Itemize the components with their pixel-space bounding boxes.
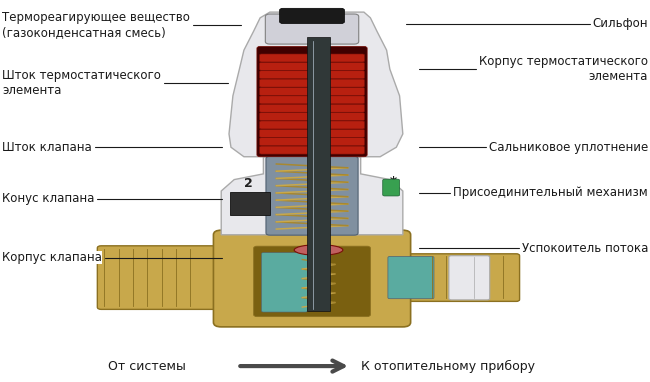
Bar — [307, 37, 330, 311]
FancyBboxPatch shape — [266, 156, 358, 235]
FancyBboxPatch shape — [259, 146, 365, 154]
Text: Сальниковое уплотнение: Сальниковое уплотнение — [419, 141, 648, 154]
FancyBboxPatch shape — [259, 71, 365, 79]
Polygon shape — [229, 12, 403, 157]
FancyBboxPatch shape — [280, 8, 344, 24]
Text: Успокоитель потока: Успокоитель потока — [419, 241, 648, 254]
FancyBboxPatch shape — [259, 54, 365, 62]
FancyBboxPatch shape — [259, 129, 365, 138]
Text: *: * — [390, 175, 397, 189]
FancyBboxPatch shape — [387, 254, 519, 301]
Text: К отопительному прибору: К отопительному прибору — [361, 359, 535, 372]
FancyBboxPatch shape — [259, 96, 365, 104]
FancyBboxPatch shape — [259, 79, 365, 87]
FancyBboxPatch shape — [449, 256, 489, 300]
FancyBboxPatch shape — [259, 87, 365, 96]
Text: Конус клапана: Конус клапана — [2, 192, 222, 205]
Text: Корпус термостатического
элемента: Корпус термостатического элемента — [419, 55, 648, 83]
Text: 2: 2 — [244, 177, 253, 190]
Text: Присоединительный механизм: Присоединительный механизм — [419, 186, 648, 199]
Text: Корпус клапана: Корпус клапана — [2, 251, 222, 264]
FancyBboxPatch shape — [383, 179, 400, 196]
Text: Термореагирующее вещество
(газоконденсатная смесь): Термореагирующее вещество (газоконденсат… — [2, 11, 241, 39]
FancyBboxPatch shape — [261, 253, 307, 312]
Text: Сильфон: Сильфон — [406, 17, 648, 30]
FancyBboxPatch shape — [229, 192, 270, 215]
Ellipse shape — [294, 244, 343, 255]
FancyBboxPatch shape — [265, 14, 359, 44]
Text: Шток термостатического
элемента: Шток термостатического элемента — [2, 68, 228, 97]
FancyBboxPatch shape — [259, 62, 365, 70]
FancyBboxPatch shape — [98, 246, 218, 309]
Text: Шток клапана: Шток клапана — [2, 141, 222, 154]
FancyBboxPatch shape — [257, 46, 367, 157]
Polygon shape — [221, 157, 403, 235]
FancyBboxPatch shape — [388, 256, 434, 299]
FancyBboxPatch shape — [259, 138, 365, 146]
FancyBboxPatch shape — [259, 113, 365, 121]
Text: От системы: От системы — [108, 359, 185, 372]
FancyBboxPatch shape — [259, 104, 365, 112]
FancyBboxPatch shape — [213, 230, 411, 327]
FancyBboxPatch shape — [259, 121, 365, 129]
FancyBboxPatch shape — [254, 246, 370, 317]
